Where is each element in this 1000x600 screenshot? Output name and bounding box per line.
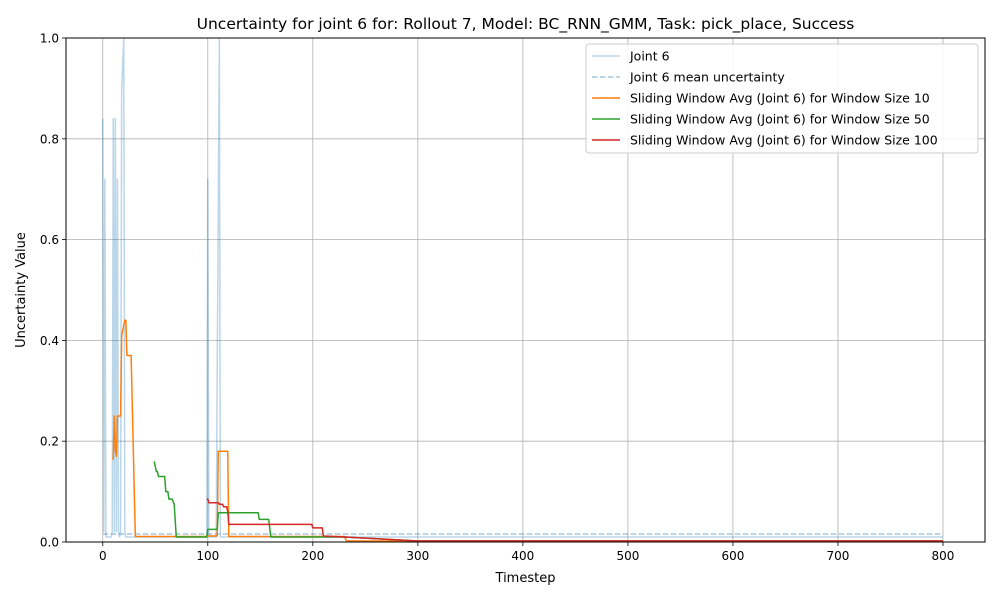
plot-lines: [102, 37, 943, 542]
series-line-1: [102, 37, 943, 538]
legend-label: Sliding Window Avg (Joint 6) for Window …: [630, 91, 930, 106]
chart-title: Uncertainty for joint 6 for: Rollout 7, …: [197, 15, 855, 34]
legend-label: Sliding Window Avg (Joint 6) for Window …: [630, 112, 930, 127]
plot-area-frame: [65, 37, 986, 543]
legend-label: Joint 6: [629, 49, 670, 64]
legend-label: Sliding Window Avg (Joint 6) for Window …: [630, 133, 938, 148]
series-line-3: [112, 319, 943, 542]
x-tick-label: 400: [511, 549, 534, 563]
x-tick-label: 300: [406, 549, 429, 563]
axis-ticks: 0 100 200 300 400 500 600 700 800 0.0 0.2 0.4 0.6 0.8…: [40, 32, 955, 564]
y-tick-label: 0.4: [40, 334, 59, 348]
x-tick-label: 800: [932, 549, 955, 563]
x-tick-label: 600: [721, 549, 744, 563]
legend-box: [585, 43, 979, 154]
y-axis-label: Uncertainty Value: [14, 232, 29, 348]
legend-label: Joint 6 mean uncertainty: [629, 70, 785, 85]
x-tick-label: 500: [616, 549, 639, 563]
y-tick-label: 0.2: [40, 435, 59, 449]
x-axis-label: Timestep: [495, 571, 556, 586]
legend: Joint 6 Joint 6 mean uncertainty Sliding W…: [585, 43, 979, 154]
x-tick-label: 200: [301, 549, 324, 563]
series-line-4: [153, 461, 943, 542]
y-tick-label: 0.0: [40, 536, 59, 550]
x-tick-label: 100: [196, 549, 219, 563]
y-tick-label: 0.8: [40, 132, 59, 146]
x-tick-label: 700: [827, 549, 850, 563]
series-line-5: [206, 498, 943, 542]
x-tick-label: 0: [99, 549, 107, 563]
y-tick-label: 0.6: [40, 233, 59, 247]
y-tick-label: 1.0: [40, 32, 59, 46]
